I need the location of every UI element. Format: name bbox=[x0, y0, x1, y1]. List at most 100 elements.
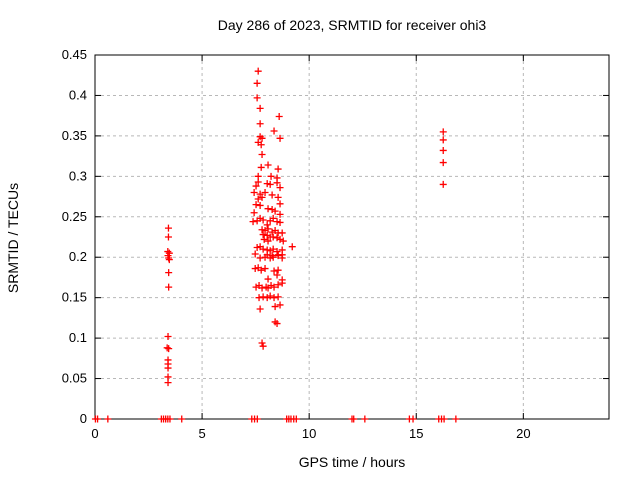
data-point bbox=[165, 283, 173, 291]
x-tick-label: 10 bbox=[302, 426, 316, 441]
data-point bbox=[269, 233, 277, 241]
x-tick-label: 0 bbox=[91, 426, 98, 441]
data-point bbox=[257, 163, 265, 171]
data-point bbox=[266, 217, 274, 225]
data-point bbox=[253, 217, 261, 225]
data-point bbox=[264, 225, 272, 233]
y-tick-label: 0.2 bbox=[69, 249, 87, 264]
data-point bbox=[163, 344, 171, 352]
data-point bbox=[165, 256, 173, 264]
data-point bbox=[268, 191, 276, 199]
data-point bbox=[274, 252, 282, 260]
data-point bbox=[263, 231, 271, 239]
data-point bbox=[258, 339, 266, 347]
data-point bbox=[270, 294, 278, 302]
data-point bbox=[264, 205, 272, 213]
data-point bbox=[439, 159, 447, 167]
data-point bbox=[263, 294, 271, 302]
data-point bbox=[256, 254, 264, 262]
data-point bbox=[266, 254, 274, 262]
data-point bbox=[259, 216, 267, 224]
data-point bbox=[276, 235, 284, 243]
data-point bbox=[271, 303, 279, 311]
x-tick-label: 15 bbox=[409, 426, 423, 441]
data-point bbox=[165, 345, 173, 353]
data-point bbox=[278, 254, 286, 262]
data-points bbox=[91, 67, 460, 423]
data-point bbox=[251, 250, 259, 258]
x-tick-label: 20 bbox=[516, 426, 530, 441]
data-point bbox=[256, 201, 264, 209]
data-point bbox=[94, 415, 102, 423]
data-point bbox=[263, 221, 271, 229]
data-point bbox=[104, 415, 112, 423]
x-tick-label: 5 bbox=[198, 426, 205, 441]
data-point bbox=[258, 150, 266, 158]
data-point bbox=[275, 112, 283, 120]
data-point bbox=[261, 265, 269, 273]
data-point bbox=[251, 265, 259, 273]
data-point bbox=[266, 247, 274, 255]
data-point bbox=[254, 178, 262, 186]
y-tick-label: 0.1 bbox=[69, 330, 87, 345]
data-point bbox=[274, 266, 282, 274]
data-point bbox=[165, 269, 173, 277]
data-point bbox=[264, 275, 272, 283]
data-point bbox=[264, 237, 272, 245]
data-point bbox=[268, 228, 276, 236]
chart-title: Day 286 of 2023, SRMTID for receiver ohi… bbox=[217, 17, 487, 33]
data-point bbox=[276, 210, 284, 218]
data-point bbox=[350, 415, 358, 423]
y-tick-label: 0.4 bbox=[69, 87, 87, 102]
y-tick-label: 0.05 bbox=[62, 371, 87, 386]
y-tick-label: 0.3 bbox=[69, 168, 87, 183]
data-point bbox=[269, 245, 277, 253]
data-point bbox=[258, 284, 266, 292]
data-point bbox=[361, 415, 369, 423]
data-point bbox=[259, 231, 267, 239]
data-point bbox=[276, 218, 284, 226]
data-point bbox=[253, 79, 261, 87]
data-point bbox=[250, 209, 258, 217]
data-point bbox=[264, 161, 272, 169]
data-point bbox=[254, 67, 262, 75]
data-point bbox=[273, 248, 281, 256]
data-point bbox=[270, 267, 278, 275]
data-point bbox=[252, 182, 260, 190]
data-point bbox=[253, 94, 261, 102]
data-point bbox=[259, 245, 267, 253]
data-point bbox=[276, 301, 284, 309]
data-point bbox=[273, 320, 281, 328]
plot-border bbox=[94, 54, 610, 420]
data-point bbox=[261, 253, 269, 261]
x-axis-label: GPS time / hours bbox=[298, 454, 406, 470]
data-point bbox=[274, 193, 282, 201]
y-tick-label: 0.45 bbox=[62, 47, 87, 62]
data-point bbox=[276, 184, 284, 192]
data-point bbox=[273, 218, 281, 226]
data-point bbox=[178, 415, 186, 423]
data-point bbox=[439, 136, 447, 144]
y-tick-label: 0.25 bbox=[62, 209, 87, 224]
data-point bbox=[273, 179, 281, 187]
data-point bbox=[292, 415, 300, 423]
data-point bbox=[288, 243, 296, 251]
data-point bbox=[276, 200, 284, 208]
y-tick-label: 0 bbox=[80, 411, 87, 426]
data-point bbox=[440, 415, 448, 423]
data-point bbox=[258, 134, 266, 142]
data-point bbox=[268, 205, 276, 213]
data-point bbox=[270, 127, 278, 135]
data-point bbox=[269, 253, 277, 261]
data-point bbox=[439, 146, 447, 154]
data-point bbox=[409, 415, 417, 423]
data-point bbox=[266, 292, 274, 300]
data-point bbox=[256, 120, 264, 128]
data-point bbox=[266, 180, 274, 188]
data-point bbox=[254, 195, 262, 203]
data-point bbox=[249, 218, 257, 226]
data-point bbox=[259, 342, 267, 350]
data-point bbox=[253, 415, 261, 423]
data-point bbox=[252, 201, 260, 209]
